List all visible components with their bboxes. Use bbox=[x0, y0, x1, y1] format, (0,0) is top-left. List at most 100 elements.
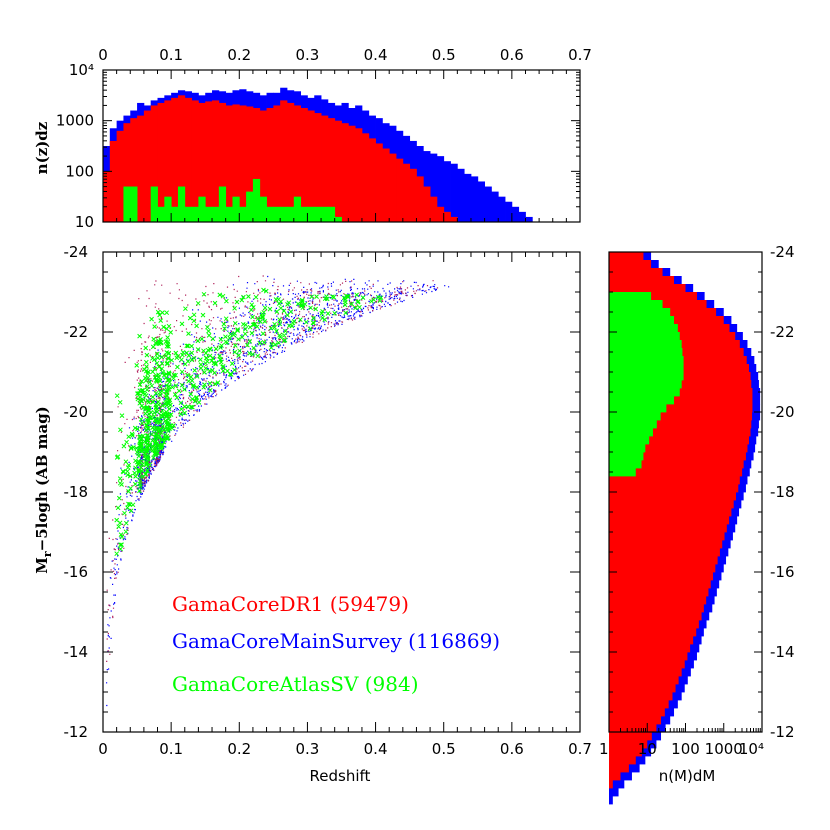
right-bar bbox=[609, 356, 684, 365]
top-bar bbox=[109, 140, 118, 222]
right-bar bbox=[609, 764, 629, 773]
right-bar bbox=[609, 532, 725, 541]
scatter-x-tick-label: 0.1 bbox=[159, 740, 183, 758]
scatter-series-atlas-sv-points bbox=[114, 287, 384, 557]
right-bar bbox=[609, 668, 682, 677]
right-bar bbox=[609, 588, 709, 597]
right-bar bbox=[609, 452, 746, 461]
right-bar bbox=[609, 500, 734, 509]
top-bar bbox=[232, 104, 240, 222]
right-bar bbox=[609, 276, 675, 285]
right-bar bbox=[609, 516, 730, 525]
magnitude-redshift-scatter-panel: 0 0.1 0.2 0.3 0.4 0.5 0.6 0.7 -12 -14 -16 -18 -20 -22… bbox=[64, 243, 592, 758]
top-x-tick-label: 0.4 bbox=[364, 46, 388, 64]
top-bar bbox=[450, 163, 458, 222]
top-bar bbox=[498, 196, 506, 222]
top-bar bbox=[157, 102, 165, 222]
right-bar bbox=[609, 716, 662, 725]
scatter-y-tick-label: -18 bbox=[64, 483, 89, 501]
top-bar bbox=[252, 178, 261, 222]
right-bar bbox=[609, 412, 753, 421]
top-bar bbox=[477, 181, 485, 222]
top-x-tick-label: 0.5 bbox=[432, 46, 456, 64]
right-x-tick-label: 1 bbox=[599, 740, 609, 758]
right-x-tick-label: 1000 bbox=[705, 740, 743, 758]
right-bar bbox=[609, 548, 720, 557]
right-bar bbox=[609, 428, 751, 437]
legend-atlas-sv: GamaCoreAtlasSV (984) bbox=[172, 672, 419, 696]
right-bar bbox=[609, 292, 697, 301]
right-bar bbox=[609, 780, 625, 789]
top-bar bbox=[123, 123, 131, 222]
top-bar bbox=[327, 118, 336, 222]
legend-dr1: GamaCoreDR1 (59479) bbox=[172, 592, 409, 616]
right-bar bbox=[609, 364, 684, 373]
top-bar bbox=[341, 123, 349, 222]
top-bar bbox=[382, 148, 390, 222]
top-y-tick-label: 10⁴ bbox=[69, 61, 94, 79]
right-histogram-xlabel: n(M)dM bbox=[659, 767, 716, 785]
top-bar bbox=[150, 186, 158, 222]
right-histogram-series-GamaCoreAtlasSV bbox=[609, 292, 684, 477]
top-x-tick-label: 0 bbox=[98, 46, 108, 64]
top-bar bbox=[416, 176, 424, 222]
top-bar bbox=[143, 110, 152, 222]
top-bar bbox=[348, 125, 356, 222]
top-x-tick-label: 0.1 bbox=[159, 46, 183, 64]
top-bar bbox=[464, 173, 472, 222]
right-bar bbox=[609, 596, 707, 605]
top-histogram-frame bbox=[102, 69, 581, 223]
scatter-y-tick-label: -16 bbox=[64, 563, 89, 581]
right-bar bbox=[609, 420, 752, 429]
scatter-x-tick-label: 0.5 bbox=[432, 740, 456, 758]
right-y-tick-label: -14 bbox=[770, 643, 795, 661]
right-bar bbox=[609, 372, 684, 381]
top-bar bbox=[116, 130, 124, 222]
right-x-tick-label: 10⁴ bbox=[739, 740, 764, 758]
right-bar bbox=[609, 556, 718, 565]
top-bar bbox=[177, 186, 186, 222]
right-x-tick-label: 100 bbox=[671, 740, 700, 758]
scatter-ylabel-subscript: r bbox=[41, 551, 54, 557]
redshift-histogram-panel: 0 0.1 0.2 0.3 0.4 0.5 0.6 0.7 10 100 1000 10⁴ bbox=[56, 46, 592, 231]
right-bar bbox=[609, 628, 697, 637]
right-bar bbox=[609, 796, 613, 805]
top-bar bbox=[103, 171, 111, 222]
right-bar bbox=[609, 580, 711, 589]
top-x-tick-label: 0.3 bbox=[295, 46, 319, 64]
top-bar bbox=[286, 206, 295, 222]
right-bar bbox=[609, 748, 642, 757]
right-bar bbox=[609, 708, 665, 717]
top-bar bbox=[246, 191, 254, 222]
top-bar bbox=[252, 108, 261, 222]
top-bar bbox=[457, 168, 465, 222]
scatter-xlabel: Redshift bbox=[310, 767, 371, 785]
top-bar bbox=[307, 206, 315, 222]
right-bar bbox=[609, 340, 682, 349]
top-x-tick-label: 0.2 bbox=[227, 46, 251, 64]
right-bar bbox=[609, 564, 716, 573]
top-bar bbox=[293, 196, 302, 222]
top-bar bbox=[218, 102, 227, 222]
top-bar bbox=[450, 216, 458, 222]
right-bar bbox=[609, 404, 753, 413]
right-bar bbox=[609, 452, 644, 461]
top-bar bbox=[246, 106, 254, 222]
top-y-tick-label: 10 bbox=[75, 213, 94, 231]
right-bar bbox=[609, 332, 680, 341]
top-bar bbox=[225, 206, 233, 222]
right-bar bbox=[609, 524, 727, 533]
right-y-tick-label: -18 bbox=[770, 483, 795, 501]
top-histogram-ylabel: n(z)dz bbox=[33, 121, 51, 174]
right-y-tick-label: -16 bbox=[770, 563, 795, 581]
right-bar bbox=[609, 444, 748, 453]
top-bar bbox=[430, 196, 438, 222]
top-bar bbox=[518, 211, 526, 222]
right-bar bbox=[609, 380, 682, 389]
top-histogram-series-GamaCoreDR1 bbox=[103, 95, 458, 222]
top-bar bbox=[225, 105, 233, 222]
right-bar bbox=[609, 468, 743, 477]
top-bar bbox=[361, 133, 370, 222]
top-bar bbox=[321, 115, 329, 222]
